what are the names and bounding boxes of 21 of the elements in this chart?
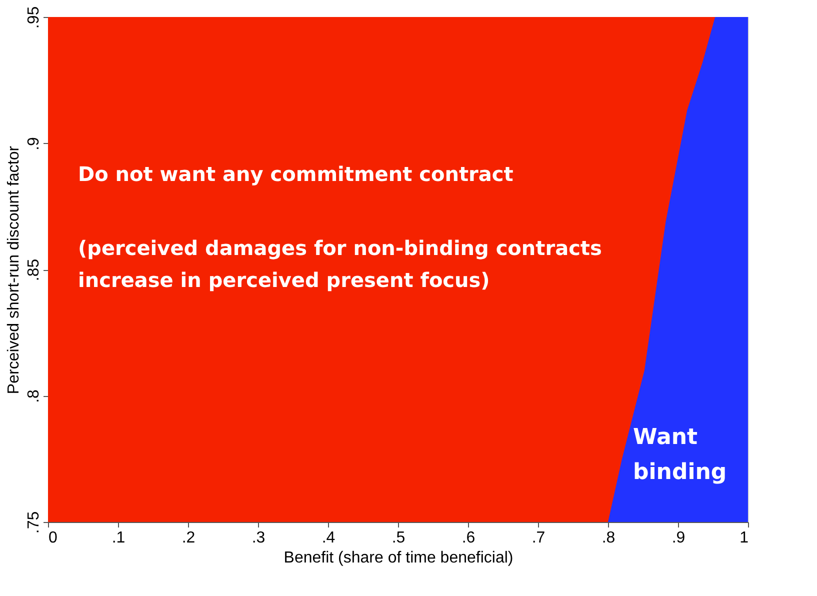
y-tick-label: .85 <box>26 258 42 282</box>
x-tick-label: 1 <box>740 530 749 546</box>
x-axis-title: Benefit (share of time beneficial) <box>284 550 514 566</box>
x-tick-label: .8 <box>602 530 616 546</box>
annotation: Want binding <box>633 425 727 486</box>
y-tick-label: .9 <box>26 136 42 150</box>
x-tick-label: .3 <box>252 530 266 546</box>
x-tick-label: .2 <box>182 530 196 546</box>
x-tick-label: .1 <box>112 530 126 546</box>
x-tick-label: 0 <box>48 530 58 546</box>
annotation: (perceived damages for non-binding contracts increase in perceived present focus) <box>78 236 602 292</box>
x-tick-label: .7 <box>532 530 546 546</box>
y-tick-label: .75 <box>26 511 42 534</box>
x-tick-label: .6 <box>462 530 476 546</box>
x-tick-label: .4 <box>322 530 336 546</box>
annotation: Do not want any commitment contract <box>78 162 514 186</box>
y-tick-label: .95 <box>26 6 42 29</box>
y-tick-label: .8 <box>26 389 42 403</box>
x-tick-label: .5 <box>392 530 406 546</box>
x-tick-label: .9 <box>672 530 686 546</box>
y-axis-title: Perceived short-run discount factor <box>6 145 22 394</box>
